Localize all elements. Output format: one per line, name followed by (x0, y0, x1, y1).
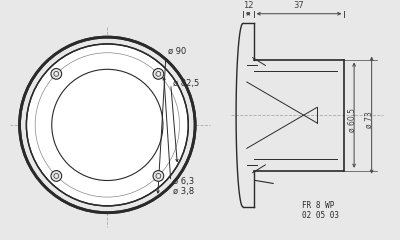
Text: 37: 37 (294, 1, 304, 10)
Circle shape (153, 68, 164, 79)
Text: ø 6,3: ø 6,3 (173, 177, 194, 186)
Text: ø 90: ø 90 (168, 47, 186, 56)
Circle shape (26, 44, 188, 206)
Circle shape (51, 68, 62, 79)
Text: ø 3,8: ø 3,8 (173, 187, 194, 196)
Text: ø 82,5: ø 82,5 (173, 79, 199, 89)
Circle shape (51, 171, 62, 181)
Text: 12: 12 (243, 1, 254, 10)
Circle shape (153, 171, 164, 181)
Text: FR 8 WP: FR 8 WP (302, 201, 335, 210)
Text: ø 60,5: ø 60,5 (348, 108, 357, 132)
Text: 02 05 03: 02 05 03 (302, 211, 340, 220)
Circle shape (20, 37, 195, 213)
Text: ø 73: ø 73 (365, 112, 374, 128)
